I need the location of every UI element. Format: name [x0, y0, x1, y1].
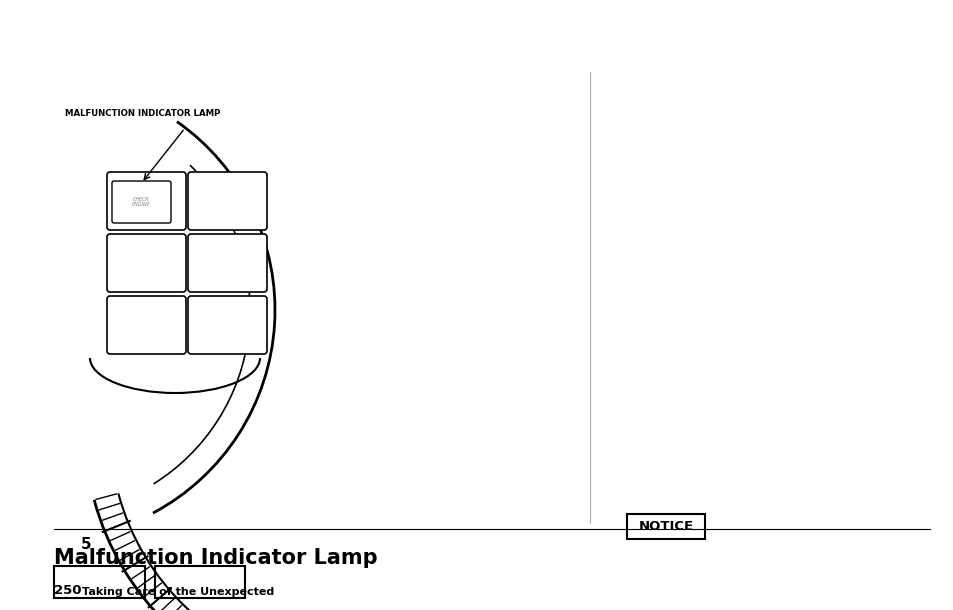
Bar — [626, 514, 704, 539]
Text: 5: 5 — [81, 537, 91, 551]
Text: Taking Care of the Unexpected: Taking Care of the Unexpected — [82, 587, 274, 597]
FancyBboxPatch shape — [107, 296, 186, 354]
Text: MALFUNCTION INDICATOR LAMP: MALFUNCTION INDICATOR LAMP — [65, 109, 220, 118]
FancyBboxPatch shape — [188, 296, 267, 354]
Text: 250: 250 — [54, 584, 82, 597]
Text: CHECK
ENGINE: CHECK ENGINE — [132, 196, 151, 207]
FancyBboxPatch shape — [188, 234, 267, 292]
Bar — [154, 566, 245, 598]
FancyBboxPatch shape — [107, 234, 186, 292]
FancyBboxPatch shape — [188, 172, 267, 230]
FancyBboxPatch shape — [107, 172, 186, 230]
FancyBboxPatch shape — [112, 181, 171, 223]
Text: Malfunction Indicator Lamp: Malfunction Indicator Lamp — [54, 548, 377, 568]
Bar — [54, 566, 145, 598]
Text: NOTICE: NOTICE — [638, 520, 693, 533]
